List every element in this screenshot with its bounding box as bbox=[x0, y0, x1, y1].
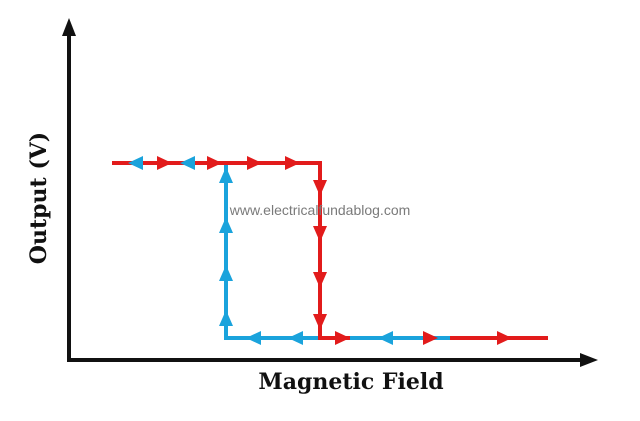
right-arrow-icon bbox=[157, 156, 172, 170]
x-axis-label: Magnetic Field bbox=[258, 369, 443, 395]
reverse-path bbox=[120, 161, 450, 340]
left-arrow-icon bbox=[180, 156, 195, 170]
top-arrows bbox=[128, 156, 300, 170]
up-arrow-icon bbox=[219, 217, 233, 233]
up-arrow-icon bbox=[219, 265, 233, 281]
right-arrow-icon bbox=[285, 156, 300, 170]
left-arrow-icon bbox=[288, 331, 303, 345]
down-arrow-icon bbox=[313, 180, 327, 196]
bottom-arrows bbox=[246, 331, 512, 345]
axes bbox=[62, 18, 598, 367]
up-arrow-icon bbox=[219, 167, 233, 183]
left-arrow-icon bbox=[378, 331, 393, 345]
up-arrow-icon bbox=[219, 310, 233, 326]
forward-path bbox=[112, 161, 548, 340]
right-arrow-icon bbox=[207, 156, 222, 170]
right-arrow-icon bbox=[497, 331, 512, 345]
down-arrow-icon bbox=[313, 226, 327, 242]
right-arrow-icon bbox=[423, 331, 438, 345]
watermark: www.electricalfundablog.com bbox=[229, 202, 411, 218]
y-axis-label: Output (V) bbox=[26, 132, 52, 264]
right-arrow-icon bbox=[247, 156, 262, 170]
x-axis-arrowhead bbox=[580, 353, 598, 367]
y-axis-arrowhead bbox=[62, 18, 76, 36]
up-arrows bbox=[219, 167, 233, 326]
left-arrow-icon bbox=[246, 331, 261, 345]
down-arrow-icon bbox=[313, 272, 327, 288]
left-arrow-icon bbox=[128, 156, 143, 170]
down-arrows bbox=[313, 180, 327, 330]
right-arrow-icon bbox=[335, 331, 350, 345]
down-arrow-icon bbox=[313, 314, 327, 330]
